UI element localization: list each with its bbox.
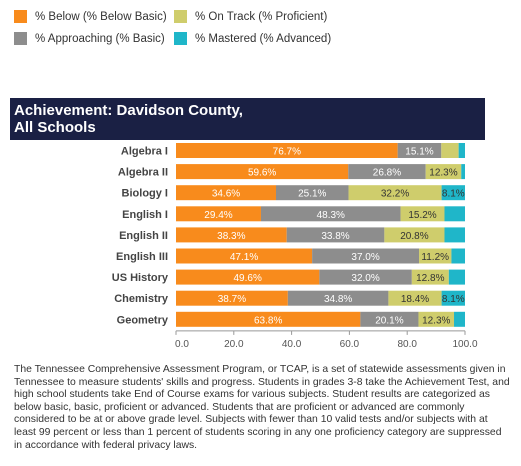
bar-segment: [176, 143, 398, 158]
data-label: 20.8%: [400, 231, 428, 242]
bar-segment: [418, 311, 455, 327]
data-label: 48.3%: [317, 210, 345, 221]
data-label: 15.2%: [408, 210, 436, 221]
bar-segment: [441, 185, 465, 201]
legend-label: % On Track (% Proficient): [195, 10, 328, 23]
category-label: US History: [112, 272, 169, 284]
data-label: 32.2%: [381, 189, 409, 200]
bar-segment: [176, 311, 361, 327]
data-label: 25.1%: [298, 189, 326, 200]
bar-segment: [360, 311, 419, 327]
legend-swatch: [14, 32, 27, 45]
data-label: 8.1%: [442, 189, 465, 200]
x-tick-label: 20.0: [224, 339, 244, 350]
bar-segment: [448, 269, 465, 285]
data-label: 20.1%: [375, 315, 403, 326]
data-label: 38.3%: [217, 231, 245, 242]
legend: % Below (% Below Basic) % On Track (% Pro…: [14, 10, 514, 52]
bar-segment: [451, 248, 465, 264]
bar-segment: [425, 164, 462, 180]
legend-swatch: [14, 10, 27, 23]
bar-segment: [348, 164, 426, 180]
bar-segment: [461, 164, 465, 180]
bar-segment: [400, 206, 445, 222]
description-text: The Tennessee Comprehensive Assessment P…: [14, 364, 510, 451]
bar-segment: [176, 164, 349, 180]
data-label: 49.6%: [233, 273, 261, 284]
data-label: 12.8%: [416, 273, 444, 284]
bar-segment: [176, 248, 313, 264]
category-label: English III: [116, 251, 168, 263]
data-label: 37.0%: [351, 252, 379, 263]
bar-segment: [384, 227, 445, 243]
bar-segment: [397, 143, 442, 158]
bar-segment: [176, 227, 287, 243]
bar-segment: [458, 143, 465, 158]
bar-segment: [348, 185, 442, 201]
legend-label: % Mastered (% Advanced): [195, 32, 332, 45]
bar-segment: [176, 185, 276, 201]
bar-segment: [176, 290, 288, 306]
bar-segment: [441, 290, 465, 306]
bar-segment: [260, 206, 401, 222]
x-tick-label: 0.0: [175, 339, 189, 350]
data-label: 26.8%: [373, 168, 401, 179]
data-label: 34.8%: [324, 294, 352, 305]
data-label: 8.1%: [442, 294, 465, 305]
bar-segment: [286, 227, 385, 243]
bar-segment: [444, 227, 465, 243]
category-label: Biology I: [122, 188, 168, 200]
category-label: Chemistry: [114, 293, 169, 305]
bar-segment: [176, 206, 261, 222]
legend-label: % Approaching (% Basic): [35, 32, 165, 45]
data-label: 34.6%: [212, 189, 240, 200]
x-tick-label: 100.0: [452, 339, 477, 350]
data-label: 38.7%: [218, 294, 246, 305]
data-label: 15.1%: [405, 147, 433, 158]
legend-item: % Approaching (% Basic): [14, 32, 165, 45]
x-tick-label: 40.0: [282, 339, 302, 350]
data-label: 33.8%: [321, 231, 349, 242]
data-label: 11.2%: [421, 252, 449, 263]
legend-swatch: [174, 32, 187, 45]
bar-segment: [388, 290, 442, 306]
legend-item: % Mastered (% Advanced): [174, 32, 331, 45]
x-tick-label: 60.0: [340, 339, 360, 350]
category-label: English II: [119, 230, 168, 242]
data-label: 18.4%: [401, 294, 429, 305]
legend-swatch: [174, 10, 187, 23]
data-label: 12.3%: [422, 315, 450, 326]
data-label: 32.0%: [351, 273, 379, 284]
category-label: Geometry: [117, 314, 169, 326]
data-label: 63.8%: [254, 315, 282, 326]
legend-label: % Below (% Below Basic): [35, 10, 167, 23]
chart-title-line-2: All Schools: [14, 119, 96, 136]
bar-segment: [454, 311, 465, 327]
stacked-bar-chart: Algebra I 76.7% 15.1% Algebra II 59.6% 26.8% 1…: [112, 143, 478, 350]
legend-item: % Below (% Below Basic): [14, 10, 167, 23]
category-label: Algebra I: [121, 146, 168, 158]
bar-segment: [312, 248, 420, 264]
data-label: 47.1%: [230, 252, 258, 263]
category-label: Algebra II: [118, 167, 168, 179]
bar-segment: [444, 206, 465, 222]
bar-segment: [441, 143, 459, 158]
bar-segment: [287, 290, 389, 306]
bar-segment: [411, 269, 449, 285]
bar-segment: [319, 269, 412, 285]
chart-title: Achievement: Davidson County, All School…: [10, 98, 485, 140]
data-label: 29.4%: [204, 210, 232, 221]
data-label: 12.3%: [429, 168, 457, 179]
data-label: 76.7%: [273, 147, 301, 158]
x-tick-label: 80.0: [397, 339, 417, 350]
bar-segment: [419, 248, 452, 264]
data-label: 59.6%: [248, 168, 276, 179]
category-label: English I: [122, 209, 168, 221]
legend-item: % On Track (% Proficient): [174, 10, 327, 23]
chart-title-line-1: Achievement: Davidson County,: [14, 102, 243, 119]
bar-segment: [176, 269, 320, 285]
bar-segment: [275, 185, 349, 201]
